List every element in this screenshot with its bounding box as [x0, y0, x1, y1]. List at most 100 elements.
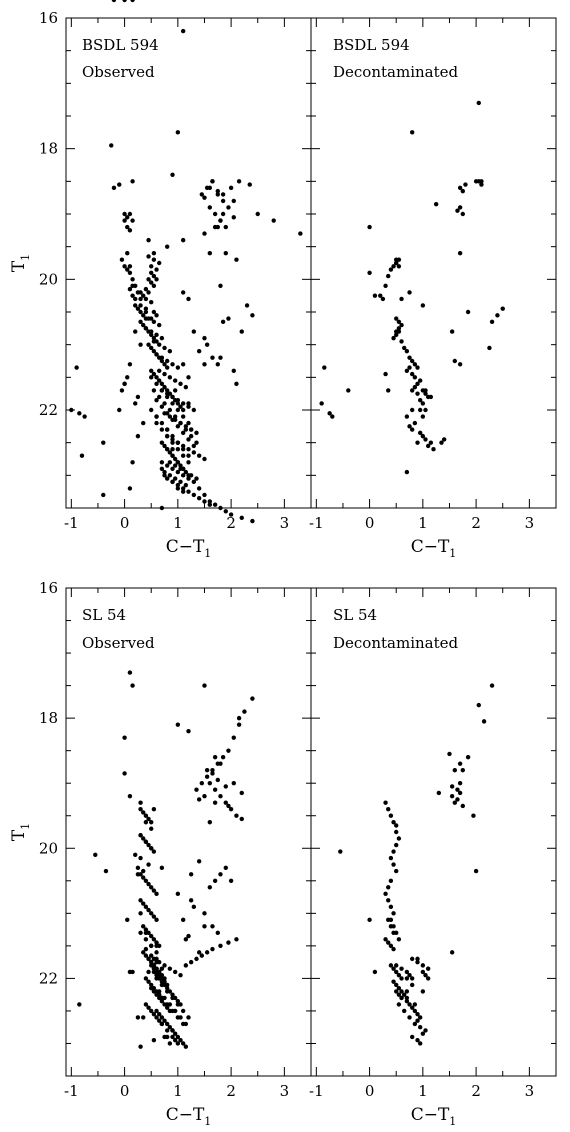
data-point — [399, 995, 404, 1001]
data-point — [146, 342, 151, 347]
data-point — [170, 1028, 175, 1033]
data-point — [186, 476, 191, 481]
data-point — [199, 953, 205, 958]
data-point — [423, 388, 428, 393]
data-point — [151, 937, 157, 942]
data-point — [138, 800, 143, 805]
panel-sl54-observed: SL 54 Observed -1 0 1 2 3 16 18 20 22 C−T1 T1 — [9, 579, 312, 1128]
data-point — [175, 440, 181, 445]
data-point — [146, 254, 151, 259]
data-point — [164, 447, 170, 452]
data-point — [391, 862, 396, 867]
data-point — [479, 182, 484, 187]
data-point — [180, 489, 186, 494]
data-point — [159, 466, 165, 471]
panel-label-name: BSDL 594 — [333, 36, 410, 54]
data-point — [141, 901, 146, 906]
data-point — [452, 800, 458, 805]
data-point — [391, 979, 396, 984]
data-point — [220, 192, 226, 197]
data-point — [457, 185, 463, 191]
data-point — [228, 185, 234, 191]
data-point — [234, 257, 239, 262]
data-point — [223, 865, 228, 870]
data-point — [188, 898, 194, 903]
data-point — [138, 342, 143, 347]
data-point — [386, 885, 391, 890]
data-point — [186, 453, 191, 458]
data-point — [367, 224, 372, 230]
data-point — [154, 352, 159, 357]
data-point — [489, 683, 495, 688]
data-point — [170, 466, 175, 471]
data-point — [183, 937, 189, 942]
data-point — [223, 251, 228, 256]
data-point — [226, 940, 231, 945]
data-point — [210, 767, 215, 773]
data-point — [188, 427, 194, 432]
data-point — [428, 440, 434, 445]
data-point — [404, 976, 410, 981]
data-point — [207, 499, 213, 504]
data-point — [407, 365, 412, 370]
data-point — [404, 989, 410, 994]
data-point — [122, 218, 127, 223]
data-point — [149, 375, 154, 380]
data-point — [396, 257, 402, 262]
data-point — [204, 342, 210, 347]
data-point — [151, 1038, 157, 1043]
data-point — [159, 998, 165, 1004]
data-point — [215, 192, 220, 197]
data-point — [154, 917, 159, 923]
x-tick-label: 1 — [418, 514, 428, 532]
data-point — [175, 1034, 181, 1040]
data-point — [394, 829, 399, 835]
data-point — [141, 1015, 146, 1020]
tick-labels: -1 0 1 2 3 — [309, 514, 534, 532]
data-point — [154, 956, 159, 962]
y-tick-label: 20 — [39, 270, 58, 288]
data-point — [109, 143, 114, 148]
data-point — [396, 1002, 402, 1007]
y-axis-title: T1 — [9, 254, 32, 272]
data-point — [396, 319, 402, 324]
x-tick-label: 3 — [280, 1082, 290, 1100]
data-point — [202, 231, 207, 236]
data-point — [196, 486, 202, 491]
data-point — [175, 1002, 181, 1007]
data-point — [162, 473, 167, 478]
panel-label-name: BSDL 594 — [82, 36, 159, 54]
data-point — [151, 1011, 157, 1017]
data-point — [154, 381, 159, 387]
data-point — [372, 293, 378, 298]
data-point — [204, 767, 210, 773]
data-point — [149, 820, 154, 825]
data-point — [202, 335, 207, 341]
data-point — [207, 502, 213, 507]
data-point — [455, 797, 460, 802]
data-point — [141, 868, 146, 874]
data-point — [412, 420, 418, 426]
data-point — [409, 982, 415, 988]
data-point — [218, 872, 223, 877]
data-point — [226, 803, 231, 809]
data-point — [402, 1008, 407, 1014]
data-point — [175, 891, 181, 897]
data-point — [172, 1038, 178, 1043]
data-point — [234, 381, 239, 387]
data-point — [234, 937, 239, 942]
data-point — [250, 518, 255, 524]
data-point — [338, 849, 343, 854]
data-point — [194, 787, 199, 792]
data-point — [175, 469, 181, 475]
data-point — [409, 371, 415, 377]
data-point — [154, 375, 159, 380]
data-point — [170, 437, 175, 442]
data-point — [111, 185, 117, 191]
data-point — [151, 349, 157, 354]
data-point — [388, 917, 394, 923]
data-point — [178, 420, 183, 426]
plot-frame — [310, 17, 557, 509]
data-point — [164, 1021, 170, 1027]
data-point — [228, 878, 234, 883]
